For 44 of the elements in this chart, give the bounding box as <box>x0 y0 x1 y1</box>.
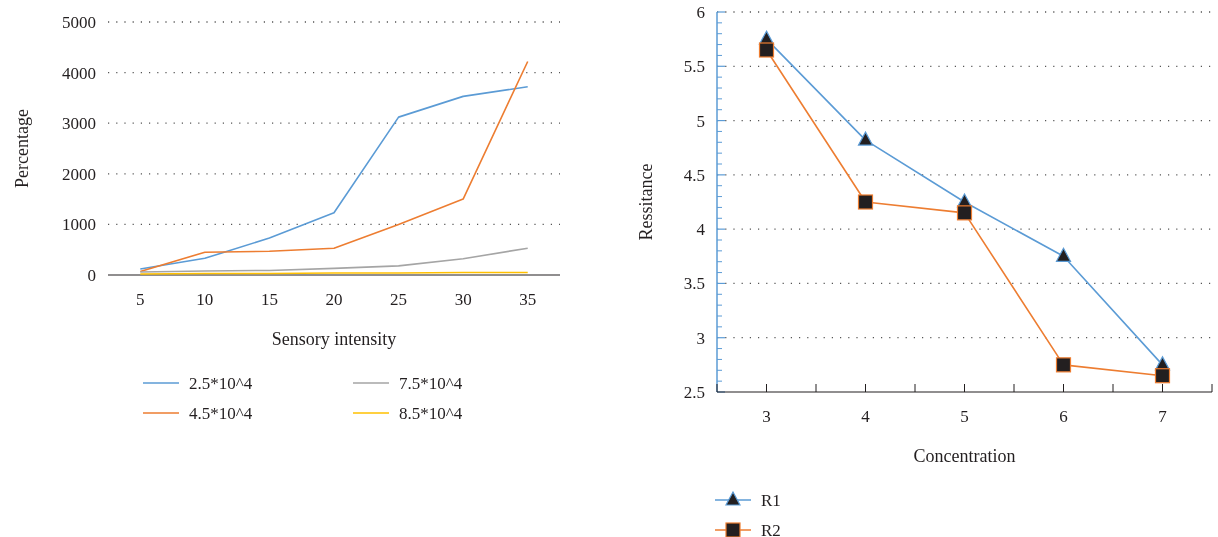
point <box>956 205 973 221</box>
y-tick-label: 2.5 <box>683 382 705 402</box>
legend-label: R2 <box>761 520 781 537</box>
y-axis-title: Percentage <box>12 109 32 188</box>
y-tick-label: 2000 <box>62 164 96 184</box>
legend-label: R1 <box>761 490 781 510</box>
legend-label: 2.5*10^4 <box>189 373 253 393</box>
x-tick-label: 4 <box>861 407 871 426</box>
y-tick-label: 5.5 <box>683 57 705 77</box>
x-tick-label: 25 <box>390 290 408 309</box>
legend-label: 7.5*10^4 <box>399 373 463 393</box>
y-tick-label: 1000 <box>62 215 96 235</box>
y-tick-label: 3 <box>696 328 705 348</box>
point <box>857 194 874 210</box>
x-tick-label: 35 <box>519 290 537 309</box>
x-tick-label: 7 <box>1158 407 1168 426</box>
legend-label: 8.5*10^4 <box>399 403 463 423</box>
x-tick-label: 5 <box>960 407 969 426</box>
y-tick-label: 4000 <box>62 63 96 83</box>
point <box>857 131 874 146</box>
y-tick-label: 4.5 <box>683 165 705 185</box>
y-tick-label: 5 <box>696 111 705 131</box>
point <box>1154 368 1171 384</box>
y-tick-label: 3000 <box>62 114 96 134</box>
y-tick-label: 5000 <box>62 12 96 32</box>
x-tick-label: 15 <box>260 290 278 309</box>
y-tick-label: 0 <box>87 265 96 285</box>
y-tick-label: 6 <box>696 2 705 22</box>
x-tick-label: 6 <box>1059 407 1068 426</box>
x-axis-title: Sensory intensity <box>271 329 397 349</box>
line-series <box>139 247 529 273</box>
x-tick-label: 10 <box>196 290 214 309</box>
y-tick-label: 4 <box>696 220 706 240</box>
x-tick-label: 3 <box>762 407 771 426</box>
legend-label: 4.5*10^4 <box>189 403 253 423</box>
x-tick-label: 5 <box>136 290 145 309</box>
x-axis-title: Concentration <box>913 446 1016 466</box>
point <box>1055 247 1072 262</box>
y-axis-title: Ressitance <box>636 163 656 241</box>
y-tick-label: 3.5 <box>683 274 705 294</box>
point <box>1055 357 1072 373</box>
x-tick-label: 30 <box>454 290 472 309</box>
point <box>758 42 775 58</box>
x-tick-label: 20 <box>325 290 343 309</box>
